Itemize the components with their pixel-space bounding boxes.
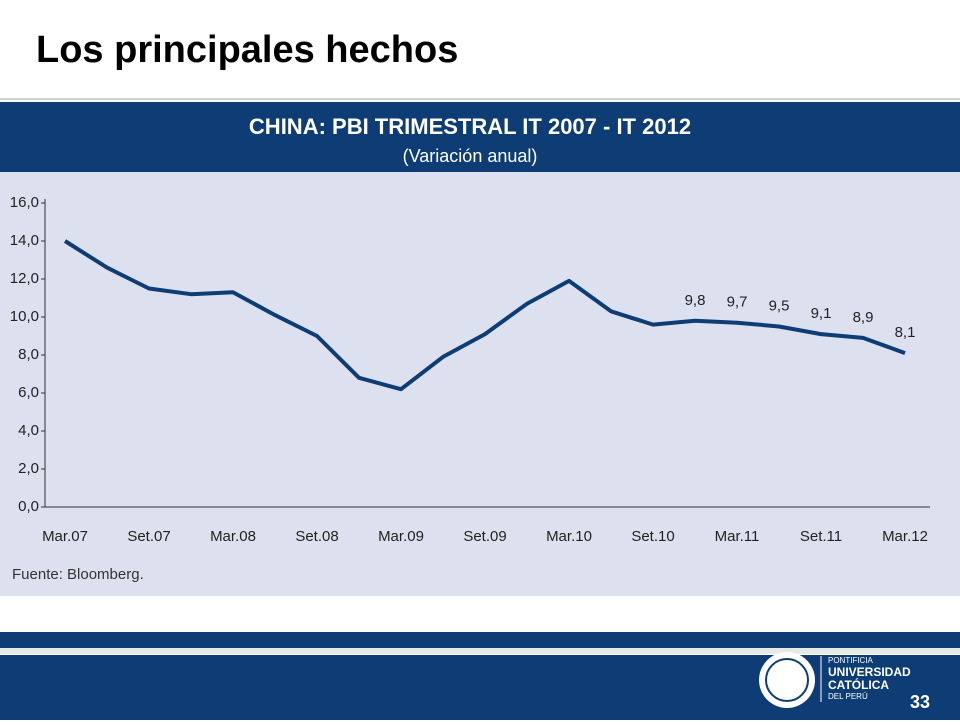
footer-band [0, 632, 960, 650]
data-line [63, 239, 906, 392]
footer-strip [0, 648, 960, 654]
logo-seal-ring [765, 658, 809, 702]
source: Fuente: Bloomberg. [12, 566, 144, 583]
x-tick-label: Mar.11 [715, 528, 760, 545]
y-tick-label: 16,0 [10, 194, 39, 211]
x-tick-label: Set.09 [463, 528, 506, 545]
chart-header [0, 102, 960, 172]
y-tick-label: 12,0 [10, 270, 39, 287]
footer [0, 655, 960, 720]
y-tick-label: 0,0 [18, 498, 39, 515]
logo-text: UNIVERSIDAD [828, 665, 911, 679]
data-label: 8,1 [895, 324, 916, 341]
y-tick-label: 10,0 [10, 308, 39, 325]
data-label: 9,7 [727, 294, 748, 311]
chart-subtitle: (Variación anual) [403, 146, 538, 166]
data-label: 9,5 [769, 297, 790, 314]
y-tick-label: 4,0 [18, 422, 39, 439]
x-tick-label: Mar.08 [210, 528, 256, 545]
data-label: 9,8 [685, 292, 706, 309]
plot-background [0, 172, 960, 596]
y-tick-label: 2,0 [18, 460, 39, 477]
y-tick-label: 8,0 [18, 346, 39, 363]
x-tick-label: Mar.09 [378, 528, 424, 545]
page-number: 33 [910, 692, 930, 712]
x-tick-label: Set.07 [127, 528, 170, 545]
x-tick-label: Mar.12 [882, 528, 928, 545]
x-tick-label: Mar.07 [42, 528, 88, 545]
x-tick-label: Set.10 [631, 528, 674, 545]
logo-seal [759, 652, 815, 708]
data-label: 8,9 [853, 309, 874, 326]
slide-title: Los principales hechos [36, 29, 458, 71]
x-tick-label: Set.08 [295, 528, 338, 545]
x-tick-label: Set.11 [800, 528, 842, 545]
y-tick-label: 14,0 [10, 232, 39, 249]
logo-text: DEL PERÚ [828, 692, 868, 701]
chart-title: CHINA: PBI TRIMESTRAL IT 2007 - IT 2012 [249, 114, 691, 139]
x-tick-label: Mar.10 [546, 528, 592, 545]
logo-text: CATÓLICA [828, 677, 889, 692]
y-tick-label: 6,0 [18, 384, 39, 401]
data-label: 9,1 [811, 305, 832, 322]
logo-text: PONTIFICIA [828, 656, 874, 665]
